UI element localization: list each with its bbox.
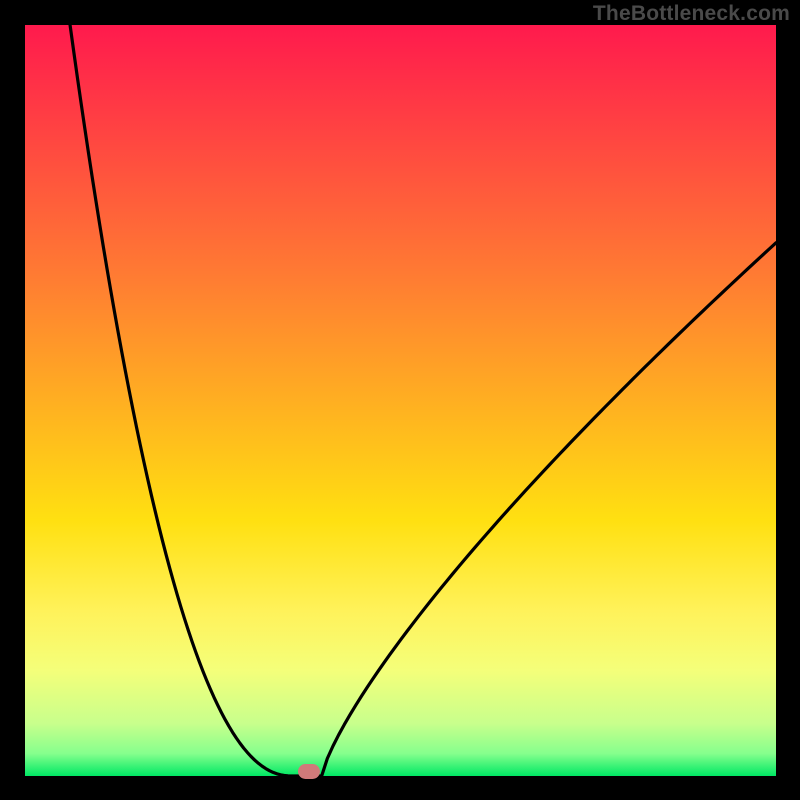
chart-frame: TheBottleneck.com [0, 0, 800, 800]
bottleneck-curve [25, 25, 776, 776]
watermark-text: TheBottleneck.com [593, 2, 790, 26]
plot-area [25, 25, 776, 776]
vertex-marker [298, 764, 320, 779]
